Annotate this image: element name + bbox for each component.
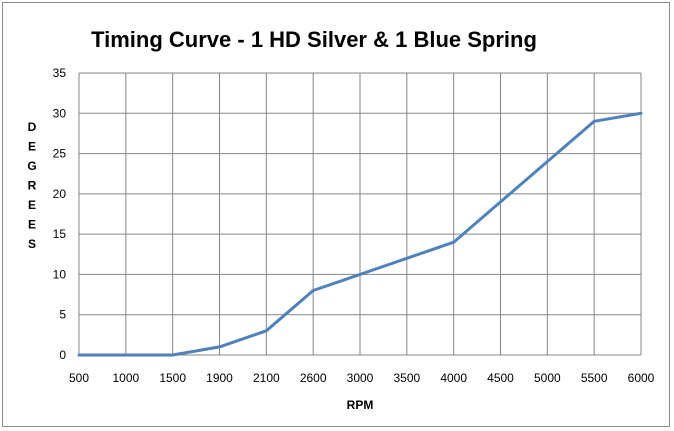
chart-title: Timing Curve - 1 HD Silver & 1 Blue Spri… bbox=[91, 27, 537, 52]
y-tick-label: 35 bbox=[53, 66, 67, 80]
series-line bbox=[77, 111, 643, 357]
series-layer bbox=[77, 111, 643, 357]
x-tick-label: 3500 bbox=[393, 371, 420, 385]
x-tick-label: 6000 bbox=[628, 371, 655, 385]
y-tick-label: 0 bbox=[59, 348, 66, 362]
x-tick-label: 1500 bbox=[159, 371, 186, 385]
x-tick-label: 2600 bbox=[300, 371, 327, 385]
y-axis-label-letter: R bbox=[28, 179, 37, 193]
x-tick-label: 3000 bbox=[347, 371, 374, 385]
y-axis-ticks: 0 5 10 15 20 25 30 35 bbox=[53, 66, 67, 362]
x-tick-label: 1900 bbox=[206, 371, 233, 385]
y-axis-label-letter: S bbox=[28, 237, 36, 251]
y-axis-label-letter: G bbox=[27, 159, 36, 173]
y-tick-label: 15 bbox=[53, 227, 67, 241]
y-tick-label: 5 bbox=[59, 308, 66, 322]
x-tick-label: 5000 bbox=[534, 371, 561, 385]
x-tick-label: 2100 bbox=[253, 371, 280, 385]
x-tick-label: 5500 bbox=[581, 371, 608, 385]
y-tick-label: 30 bbox=[53, 106, 67, 120]
y-axis-label-letter: E bbox=[28, 198, 36, 212]
y-tick-label: 25 bbox=[53, 147, 67, 161]
grid bbox=[78, 72, 642, 356]
y-axis-label-letter: D bbox=[28, 120, 37, 134]
x-tick-label: 4500 bbox=[487, 371, 514, 385]
y-axis-label-letter: E bbox=[28, 140, 36, 154]
x-tick-label: 1000 bbox=[112, 371, 139, 385]
y-tick-label: 20 bbox=[53, 187, 67, 201]
x-axis-ticks: 500 1000 1500 1900 2100 2600 3000 3500 4000 4500 5… bbox=[69, 371, 655, 385]
x-tick-label: 500 bbox=[69, 371, 89, 385]
x-tick-label: 4000 bbox=[440, 371, 467, 385]
y-tick-label: 10 bbox=[53, 267, 67, 281]
x-axis-label: RPM bbox=[347, 398, 374, 412]
y-axis-label-letter: E bbox=[28, 218, 36, 232]
